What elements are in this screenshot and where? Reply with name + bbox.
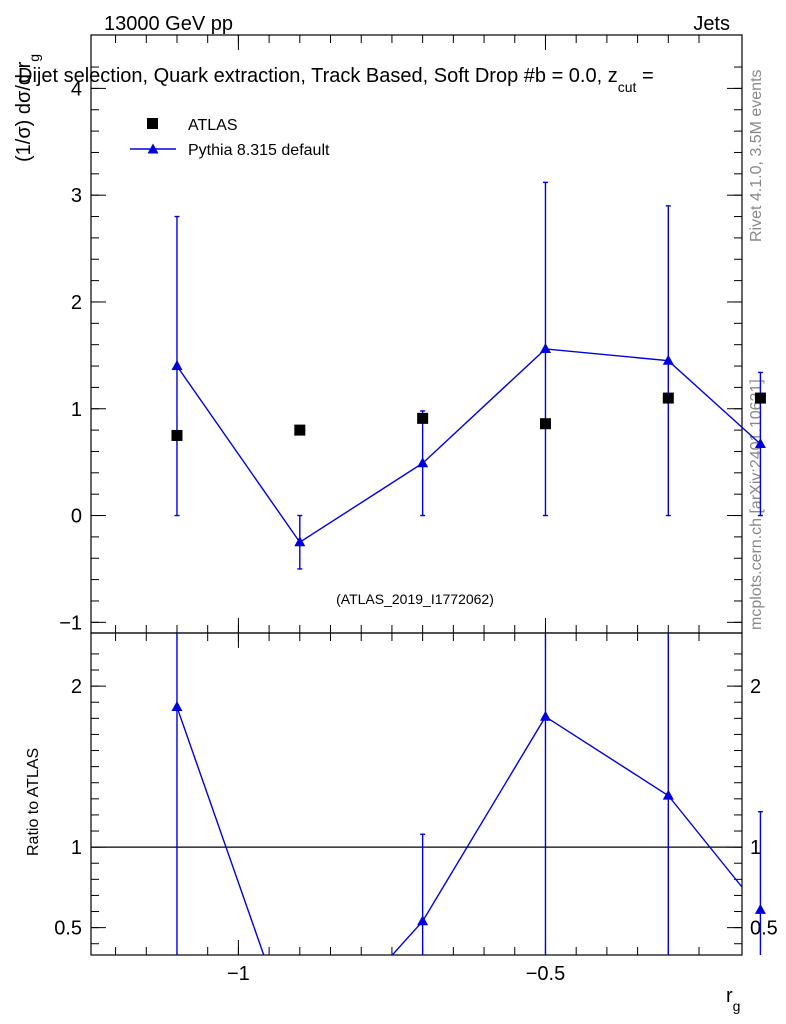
ratio-point — [539, 710, 551, 721]
ratio-point — [171, 701, 183, 712]
x-axis-label: rg — [726, 985, 740, 1014]
energy-label: 13000 GeV pp — [104, 13, 233, 35]
main-y-tick-label: 3 — [71, 185, 82, 207]
main-y-tick-label: 4 — [71, 78, 82, 100]
main-y-tick-label: 0 — [71, 506, 82, 528]
legend-pythia-marker — [147, 143, 159, 154]
ratio-x-tick-labels: −1 −0.5 — [227, 963, 565, 985]
atlas-markers — [171, 392, 766, 441]
atlas-point — [754, 392, 766, 404]
x-axis-label-main: r — [726, 985, 733, 1007]
selection-title-sub: cut — [618, 79, 637, 95]
ratio-y-tick-label-left: 0.5 — [54, 918, 82, 940]
main-y-axis-label-sub: g — [26, 54, 42, 62]
pythia-point — [539, 342, 551, 353]
pythia-point — [417, 457, 429, 468]
selection-title-main: Dijet selection, Quark extraction, Track… — [18, 65, 618, 87]
main-y-tick-label: 2 — [71, 292, 82, 314]
mcplots-label: mcplots.cern.ch [arXiv:2401.10621] — [748, 379, 765, 630]
ratio-point — [754, 903, 766, 914]
ratio-y-tick-label-right: 2 — [750, 676, 761, 698]
main-panel: −1 0 1 2 3 4 (ATLAS_2019_I1772062) ATLAS Pyth… — [13, 34, 766, 634]
legend: ATLAS Pythia 8.315 default — [130, 117, 330, 159]
ratio-error-bars — [176, 633, 763, 955]
pythia-point — [294, 536, 306, 547]
legend-pythia-label: Pythia 8.315 default — [188, 142, 330, 159]
pythia-point — [171, 360, 183, 371]
pythia-point — [754, 437, 766, 448]
x-axis-label-sub: g — [733, 998, 741, 1014]
ratio-y-tick-label-left: 2 — [71, 676, 82, 698]
x-tick-label: −0.5 — [526, 963, 565, 985]
ratio-y-axis-label: Ratio to ATLAS — [25, 748, 42, 856]
category-label: Jets — [693, 13, 730, 35]
selection-title-tail: = — [636, 65, 653, 87]
ratio-point — [417, 915, 429, 926]
atlas-point — [662, 392, 674, 404]
atlas-point — [171, 429, 183, 441]
ratio-panel: 0.5 0.5 1 1 2 2 −1 −0.5 Ratio to ATLAS rg — [25, 632, 778, 1014]
x-tick-label: −1 — [227, 963, 250, 985]
pythia-markers — [171, 342, 766, 547]
main-y-tick-labels: −1 0 1 2 3 4 — [59, 78, 82, 634]
ratio-y-tick-labels: 0.5 0.5 1 1 2 2 — [54, 676, 778, 940]
main-axis-ticks — [91, 35, 742, 633]
ratio-frame — [90, 632, 743, 956]
analysis-watermark: (ATLAS_2019_I1772062) — [336, 591, 494, 607]
rivet-version-label: Rivet 4.1.0, 3.5M events — [748, 69, 765, 242]
ratio-line — [176, 706, 742, 955]
atlas-point — [294, 424, 306, 436]
legend-atlas-label: ATLAS — [188, 117, 238, 134]
main-y-tick-label: 1 — [71, 399, 82, 421]
main-y-axis-label: (1/σ) dσ/d rg — [13, 54, 42, 162]
atlas-point — [539, 418, 551, 430]
ratio-point — [662, 789, 674, 800]
pythia-point — [662, 354, 674, 365]
selection-title: Dijet selection, Quark extraction, Track… — [18, 65, 654, 95]
ratio-axis-ticks — [91, 633, 742, 955]
ratio-markers — [171, 701, 766, 926]
main-y-tick-label: −1 — [59, 612, 82, 634]
ratio-y-tick-label-right: 1 — [750, 837, 761, 859]
legend-atlas-marker — [147, 118, 158, 129]
ratio-y-tick-label-right: 0.5 — [750, 918, 778, 940]
main-y-axis-label-main: (1/σ) dσ/d r — [13, 61, 35, 162]
ratio-y-tick-label-left: 1 — [71, 837, 82, 859]
pythia-line — [176, 348, 761, 544]
atlas-point — [417, 412, 429, 424]
pythia-error-bars — [174, 181, 763, 570]
